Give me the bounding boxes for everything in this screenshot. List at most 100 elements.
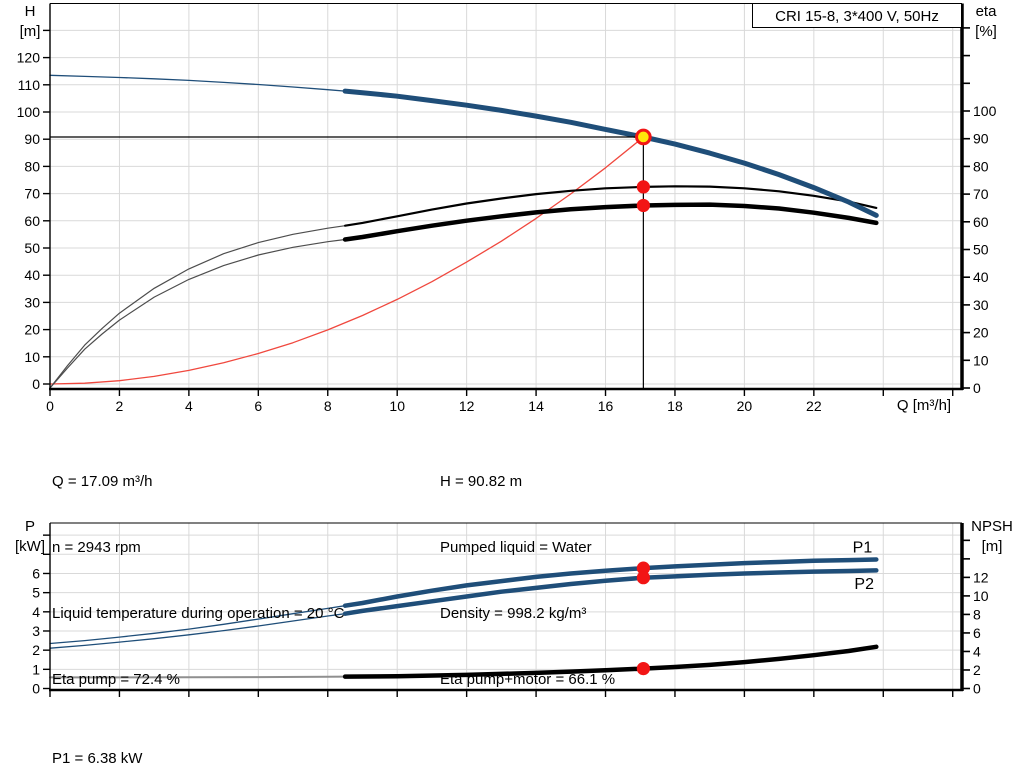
pump-curve-H-thin: [49, 74, 346, 92]
right-tick-label: 60: [973, 214, 989, 230]
left-tick-label: 50: [24, 240, 40, 256]
P1-curve-thin: [49, 605, 346, 645]
right-tick-label: 40: [973, 269, 989, 285]
P1-curve: [342, 557, 879, 608]
curve-label-p1: P1: [853, 539, 873, 556]
info-line-n: n = 2943 rpm: [52, 539, 141, 556]
left-tick-label: 20: [24, 322, 40, 338]
right-tick-label: 70: [973, 186, 989, 202]
x-tick-label: 16: [598, 398, 614, 414]
eta-pump-motor: [342, 202, 879, 242]
markers: [636, 561, 650, 676]
npsh-axis-title-line2: [m]: [981, 538, 1003, 555]
left-tick-label: 70: [24, 186, 40, 202]
x-tick-label: 0: [46, 398, 54, 414]
left-tick-label: 100: [17, 104, 41, 120]
left-tick-label: 40: [24, 267, 40, 283]
right-tick-label: 0: [973, 681, 981, 697]
left-tick-label: 60: [24, 213, 40, 229]
right-tick-label: 10: [973, 352, 989, 368]
left-tick-label: 110: [18, 77, 41, 93]
left-tick-label: 0: [32, 681, 40, 697]
duty-marker-dot: [636, 661, 650, 676]
right-tick-label: 30: [973, 297, 989, 313]
duty-point-crosshair: [50, 136, 644, 388]
eta-pump-motor-thin: [49, 238, 346, 389]
eta-axis-title-line2: [%]: [975, 23, 997, 40]
x-tick-label: 18: [667, 398, 683, 414]
left-tick-label: 5: [32, 585, 40, 601]
left-tick-label: 80: [24, 158, 40, 174]
info-line-density: Density = 998.2 kg/m³: [440, 605, 587, 622]
NPSH-curve: [342, 644, 879, 679]
right-tick-label: 12: [973, 569, 989, 585]
duty-point-marker: [635, 128, 652, 146]
eta-axis-title: eta [%]: [964, 2, 1008, 42]
left-tick-label: 2: [32, 642, 40, 658]
left-tick-label: 10: [24, 349, 40, 365]
h-axis-title: H [m]: [8, 2, 52, 42]
system-curve: [49, 136, 645, 385]
curves: [49, 557, 879, 679]
right-tick-label: 0: [973, 380, 981, 396]
x-tick-label: 20: [737, 398, 753, 414]
left-tick-label: 6: [32, 565, 40, 581]
duty-marker-dot: [636, 571, 650, 585]
x-tick-label: 12: [459, 398, 475, 414]
curve-label-p2: P2: [854, 576, 874, 593]
operating-data-right: H = 90.82 m Pumped liquid = Water Densit…: [440, 427, 615, 735]
q-axis-title: Q [m³/h]: [896, 397, 952, 414]
duty-marker-dot: [636, 561, 650, 575]
power-data: P1 = 6.38 kW P2 = 5.832 kW NPSH = 2.12 m: [52, 704, 157, 781]
info-line-eta-pump-motor: Eta pump+motor = 66.1 %: [440, 671, 616, 688]
right-tick-label: 100: [973, 103, 997, 119]
p-axis-title: P [kW]: [8, 517, 52, 557]
right-tick-label: 50: [973, 242, 989, 258]
right-tick-label: 8: [973, 606, 981, 622]
right-tick-label: 10: [973, 588, 989, 604]
pump-title-box: CRI 15-8, 3*400 V, 50Hz: [752, 3, 962, 28]
x-tick-label: 2: [116, 398, 124, 414]
info-line-q: Q = 17.09 m³/h: [52, 473, 153, 490]
right-tick-label: 6: [973, 625, 981, 641]
x-tick-label: 4: [185, 398, 193, 414]
x-tick-label: 22: [806, 398, 822, 414]
info-line-eta-pump: Eta pump = 72.4 %: [52, 671, 180, 688]
pump-curve-H: [342, 88, 879, 218]
left-tick-label: 3: [32, 623, 40, 639]
x-tick-label: 10: [389, 398, 405, 414]
left-tick-label: 0: [32, 376, 40, 392]
info-line-p1: P1 = 6.38 kW: [52, 750, 143, 767]
h-axis-title-line1: H: [24, 3, 36, 20]
curves: [49, 74, 879, 389]
p-axis-title-line1: P: [24, 518, 35, 535]
operating-data-left: Q = 17.09 m³/h n = 2943 rpm Liquid tempe…: [52, 427, 344, 735]
right-tick-label: 2: [973, 662, 981, 678]
P2-curve: [342, 568, 879, 616]
eta-pump: [344, 185, 878, 227]
right-tick-label: 4: [973, 643, 981, 659]
right-tick-label: 80: [973, 158, 989, 174]
duty-marker-dot: [636, 180, 650, 194]
duty-marker-dot: [636, 198, 650, 213]
right-tick-label: 20: [973, 325, 989, 341]
left-tick-label: 120: [17, 50, 41, 66]
p-axis-title-line2: [kW]: [15, 538, 45, 555]
left-tick-label: 1: [32, 661, 40, 677]
left-tick-label: 30: [24, 294, 40, 310]
right-tick-label: 90: [973, 131, 989, 147]
x-tick-label: 6: [254, 398, 262, 414]
left-tick-label: 4: [32, 604, 40, 620]
info-line-h: H = 90.82 m: [440, 473, 523, 490]
gridlines: [50, 3, 962, 389]
x-tick-label: 14: [528, 398, 544, 414]
left-tick-label: 90: [24, 131, 40, 147]
npsh-axis-title: NPSH [m]: [960, 517, 1024, 557]
NPSH-curve-thin: [49, 675, 347, 679]
P2-curve-thin: [49, 613, 346, 649]
markers: [635, 128, 652, 213]
info-line-temperature: Liquid temperature during operation = 20…: [52, 605, 345, 622]
